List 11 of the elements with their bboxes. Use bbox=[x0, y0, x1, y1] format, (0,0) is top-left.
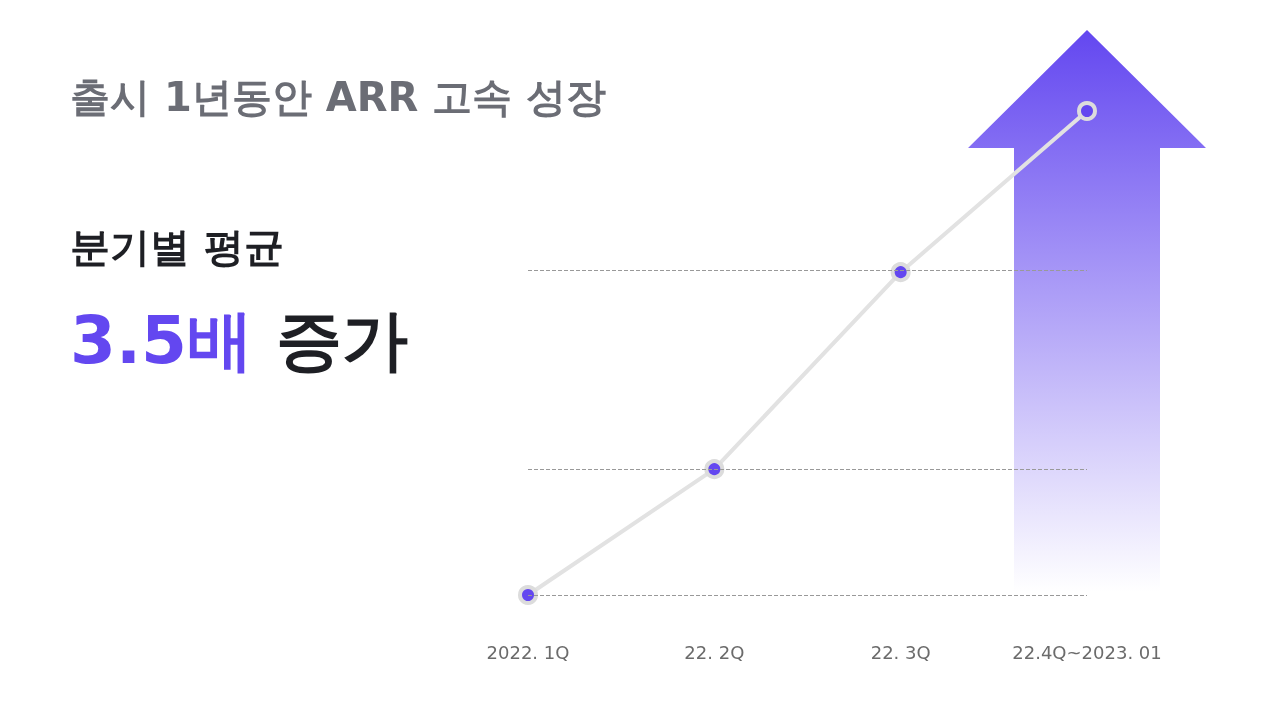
x-tick-label: 22. 3Q bbox=[870, 641, 931, 663]
text: 분기별 평균 bbox=[70, 223, 284, 272]
point bbox=[890, 262, 911, 283]
chart-title: 출시 1년동안 ARR 고속 성장 bbox=[70, 73, 607, 122]
point bbox=[704, 459, 725, 480]
point bbox=[1077, 101, 1097, 121]
x-tick-label: 22. 2Q bbox=[684, 641, 745, 663]
point bbox=[518, 585, 538, 605]
x-tick-label: 2022. 1Q bbox=[486, 641, 570, 663]
text: 3.5배 증가 bbox=[70, 301, 408, 381]
x-tick-label: 22.4Q~2023. 01 bbox=[1012, 641, 1162, 663]
